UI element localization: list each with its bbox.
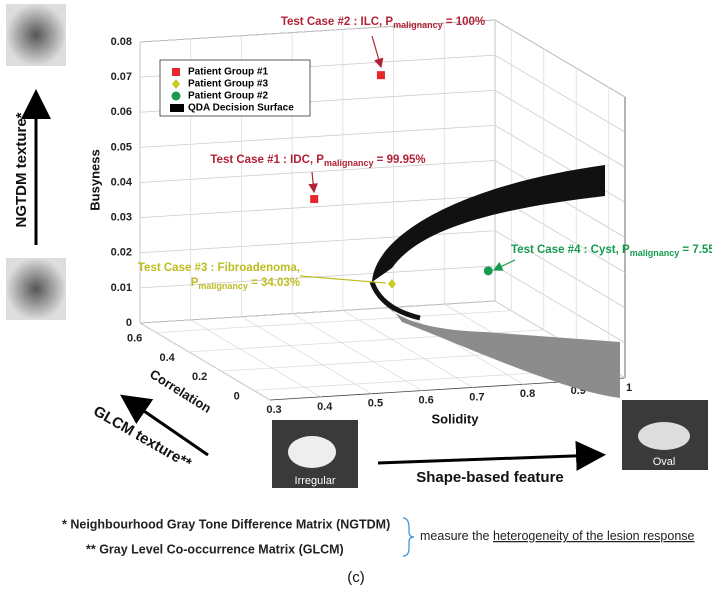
z-tick-label: 0.02	[111, 247, 132, 259]
thumbnail	[6, 4, 66, 66]
annotation-text: = 100%	[443, 16, 486, 28]
shape-label: Shape-based feature	[416, 469, 564, 486]
grid-line	[291, 313, 423, 391]
x-axis-label: Solidity	[432, 411, 480, 426]
point	[483, 266, 493, 276]
grid-line	[156, 310, 512, 334]
x-tick-label: 0.6	[418, 394, 433, 406]
plot: Test Case #2 : ILC, Pmalignancy = 100%Te…	[138, 16, 712, 291]
measure-text: measure the heterogeneity of the lesion …	[420, 529, 695, 543]
surface-lower	[372, 282, 620, 398]
grid-line	[139, 300, 496, 324]
z-tick-label: 0	[126, 317, 132, 329]
annotation: Pmalignancy = 34.03%	[191, 277, 300, 291]
z-tick-label: 0.04	[111, 176, 133, 188]
grid-line	[494, 19, 626, 98]
grid-line	[342, 310, 474, 388]
thumbnail-label: Oval	[653, 456, 676, 468]
point	[310, 195, 319, 204]
grid-line	[139, 160, 496, 183]
legend-marker	[172, 79, 180, 89]
grid-line	[139, 322, 271, 401]
legend-marker	[170, 104, 184, 112]
z-tick-label: 0.06	[111, 106, 132, 118]
point	[388, 278, 397, 289]
annotation: Test Case #1 : IDC, Pmalignancy = 99.95%	[210, 154, 425, 168]
measure-underlined: heterogeneity of the lesion response	[493, 529, 695, 543]
thumbnail-lesion	[288, 436, 336, 468]
z-tick-label: 0.03	[111, 212, 132, 224]
bracket	[402, 517, 415, 557]
y-tick-label: 0.4	[159, 352, 175, 364]
measure: measure the	[420, 529, 493, 543]
x-tick-label: 0.8	[520, 388, 535, 400]
footnote: ** Gray Level Co-occurrence Matrix (GLCM…	[86, 542, 344, 556]
legend-label: Patient Group #1	[188, 67, 268, 78]
annotation-text: = 99.95%	[373, 154, 425, 166]
x-tick-label: 1	[626, 382, 632, 394]
grid-line	[494, 265, 626, 344]
z-tick-label: 0.08	[111, 36, 132, 48]
annotation-text: Test Case #4 : Cyst, P	[511, 244, 630, 256]
annotation-text: P	[191, 277, 199, 289]
x-tick-label: 0.3	[266, 404, 281, 416]
annotation-text: = 34.03%	[248, 277, 300, 289]
panel-label: (c)	[347, 569, 365, 586]
y-tick-label: 0.6	[127, 333, 142, 345]
annotation-arrow	[308, 171, 318, 194]
y-tick-label: 0.2	[192, 371, 207, 383]
grid-line	[139, 230, 496, 254]
legend	[159, 59, 311, 117]
z-axis-label: Busyness	[87, 149, 102, 210]
annotation-subscript: malignancy	[198, 281, 248, 291]
legend-marker	[171, 91, 181, 101]
legend-label: Patient Group #3	[188, 79, 268, 90]
footnote: * Neighbourhood Gray Tone Difference Mat…	[62, 517, 390, 531]
grid-line	[139, 195, 496, 219]
grid-line	[190, 319, 321, 398]
arrow	[377, 440, 606, 471]
annotation-arrow	[371, 35, 384, 69]
z-tick-label: 0.05	[111, 141, 132, 153]
x-tick-label: 0.4	[317, 401, 333, 413]
annotation: Test Case #4 : Cyst, Pmalignancy = 7.55%	[511, 244, 712, 258]
annotation-subscript: malignancy	[393, 20, 443, 30]
legend-label: QDA Decision Surface	[188, 103, 294, 114]
grid-line	[139, 19, 496, 43]
y-tick-label: 0	[234, 390, 240, 402]
annotation: Test Case #2 : ILC, Pmalignancy = 100%	[281, 16, 485, 30]
z-tick-label: 0.07	[111, 71, 132, 83]
thumbnail	[6, 258, 66, 320]
annotation: Test Case #3 : Fibroadenoma,	[138, 262, 300, 274]
annotation-subscript: malignancy	[630, 248, 680, 258]
annotation-text: = 7.55%	[679, 244, 712, 256]
grid-line	[241, 316, 372, 395]
x-tick-label: 0.5	[368, 398, 383, 410]
x-tick-label: 0.7	[469, 391, 484, 403]
grid-line	[494, 230, 626, 309]
annotation-text: Test Case #3 : Fibroadenoma,	[138, 262, 300, 274]
surface-upper	[372, 165, 605, 282]
annotation-text: Test Case #1 : IDC, P	[210, 154, 324, 166]
grid-line	[139, 124, 496, 148]
grid-line	[494, 89, 626, 168]
grid-line	[494, 54, 626, 133]
arrow	[120, 394, 209, 457]
annotation-subscript: malignancy	[324, 158, 374, 168]
point	[376, 71, 385, 80]
legend-label: Patient Group #2	[188, 91, 268, 102]
glcm-label: GLCM texture**	[90, 403, 194, 473]
z-tick-label: 0.01	[111, 282, 132, 294]
surface-edge	[369, 281, 421, 321]
legend-marker	[172, 68, 180, 76]
thumbnail-lesion	[638, 422, 690, 450]
thumbnail-label: Irregular	[295, 475, 336, 487]
annotation-arrow	[492, 259, 516, 271]
grid-line	[393, 306, 524, 385]
ngtdm-label: NGTDM texture*	[13, 112, 30, 227]
annotation-arrow	[299, 275, 387, 284]
annotation-text: Test Case #2 : ILC, P	[281, 16, 394, 28]
